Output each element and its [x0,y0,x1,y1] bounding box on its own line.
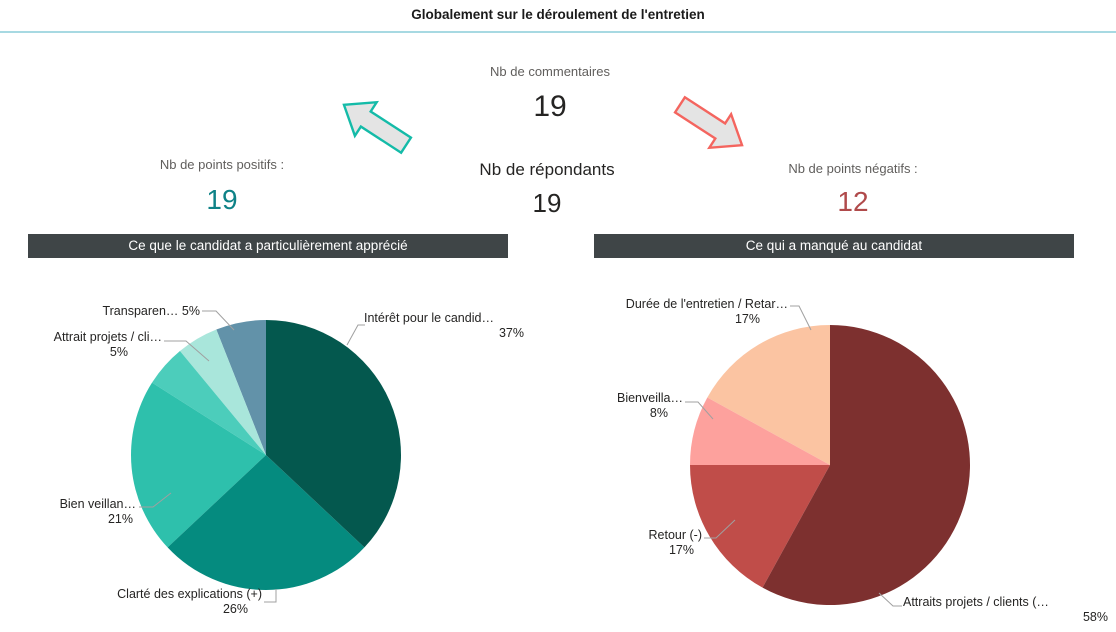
pie-slice[interactable] [707,325,830,465]
negative-arrow-shape [673,95,744,150]
leader-line [264,589,277,603]
leader-line [878,592,902,607]
leader-line [164,340,210,362]
pie-slice[interactable] [690,397,830,465]
kpi-comments-label: Nb de commentaires [490,64,610,79]
negative-arrow-icon [673,95,744,150]
right-chart-title: Ce qui a manqué au candidat [594,234,1074,258]
pie-slice[interactable] [266,320,401,548]
kpi-negatives-value: 12 [837,186,869,217]
pie-chart-manque [685,305,971,607]
pie-label-bienveillance-neg: Bienveilla… 8% [616,391,683,420]
leader-line [704,519,736,539]
pie-label-attraits-clients: Attraits projets / clients (… 58% [903,595,1108,624]
leader-line [790,305,812,331]
pie-label-duree: Durée de l'entretien / Retar… 17% [625,297,788,326]
kpi-respondents-label: Nb de répondants [479,160,615,179]
pie-slice[interactable] [690,465,830,588]
pie-chart-apprecie [131,310,401,603]
pie-label-bienveillance: Bien veillan… 21% [59,497,136,526]
pie-label-attrait-projets: Attrait projets / cli… 5% [53,330,162,359]
leader-line [346,324,365,346]
pie-slice[interactable] [179,329,266,455]
header-divider [0,31,1116,33]
pie-label-transparence: Transparen… 5% [102,304,200,318]
pie-slice[interactable] [762,325,971,605]
pie-slice[interactable] [167,455,365,590]
pie-label-retour: Retour (-) 17% [648,528,702,557]
pie-slice[interactable] [131,382,266,548]
positive-arrow-shape [342,100,413,155]
kpi-negatives-label: Nb de points négatifs : [788,161,918,176]
leader-line [202,310,235,331]
kpi-positives-label: Nb de points positifs : [159,157,285,172]
page-title: Globalement sur le déroulement de l'entr… [411,7,705,22]
positive-arrow-icon [342,100,413,155]
left-chart-title: Ce que le candidat a particulièrement ap… [28,234,508,258]
pie-slice[interactable] [152,350,266,455]
pie-slice[interactable] [216,320,266,455]
leader-line [139,492,172,508]
kpi-positives-value: 19 [206,184,238,215]
pie-label-interet: Intérêt pour le candid… 37% [364,311,524,340]
leader-line [685,401,714,420]
pie-label-clarte: Clarté des explications (+) 26% [117,587,262,616]
kpi-respondents-value: 19 [532,188,562,218]
kpi-comments-value: 19 [533,90,567,123]
